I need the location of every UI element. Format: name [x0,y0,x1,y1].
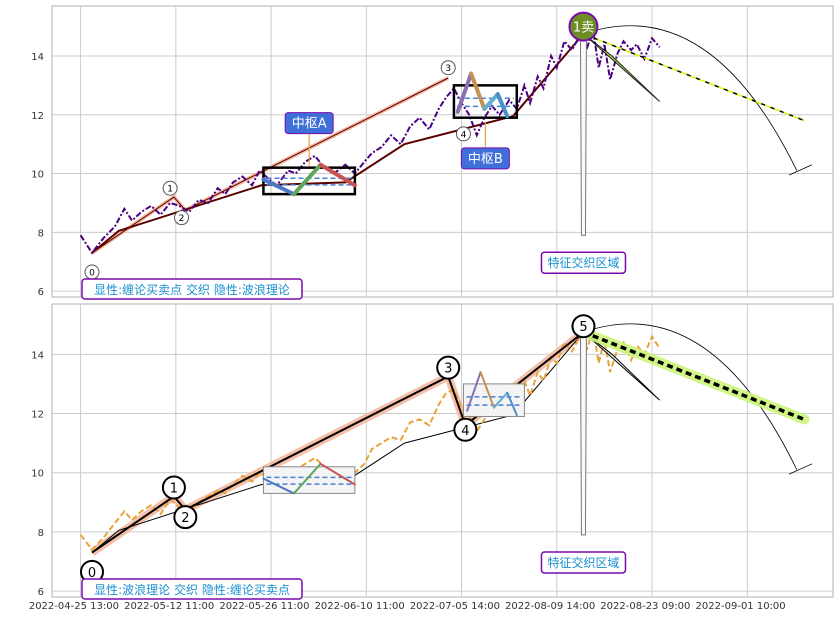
y-tick-label: 6 [38,587,44,598]
feature-label: 特征交织区域 [547,255,619,270]
wave-point-label: 2 [179,214,185,224]
y-tick-label: 12 [31,410,44,421]
legend-box [81,278,303,300]
zone-segment [292,462,322,495]
wave-point-label: 3 [444,362,452,377]
callout-box [460,147,510,170]
x-tick-label: 2022-05-12 11:00 [124,601,214,612]
feature-label: 特征交织区域 [547,555,619,570]
x-tick-label: 2022-09-01 10:00 [696,601,786,612]
zone-segment [479,371,495,409]
wave-point-label: 0 [89,269,95,279]
zone-segment [482,92,500,111]
wave-point-label: 1 [170,481,178,496]
forecast-arc [583,323,798,470]
x-tick-label: 2022-06-10 11:00 [315,601,405,612]
x-tick-label: 2022-08-23 09:00 [600,601,690,612]
wave-point-label: 2 [181,511,189,526]
y-tick-label: 10 [31,469,44,480]
zone-segment [291,162,323,197]
x-tick-label: 2022-05-26 11:00 [219,601,309,612]
forecast-arc-end [789,164,813,176]
callout-box [284,112,334,135]
pivot-zone-box [262,466,356,494]
wave-point-label: 5 [579,320,587,335]
forecast-arc-end [789,463,813,475]
feature-spike [579,34,587,236]
zone-segment [318,162,357,188]
forecast-wedge [583,331,661,401]
y-tick-label: 14 [31,52,44,63]
feature-label-box [540,551,627,574]
bottom-panel: 6 8 10 12 14 特征交织区域 0 12 3 4 5 显性:波浪理论 交织 隐性:缠论买卖点 [31,303,834,600]
legend-box [81,578,303,600]
zone-label: 中枢A [292,117,327,132]
wave-point-marker [162,180,178,196]
wave-point-label: 3 [445,64,451,74]
x-tick-label: 2022-07-05 14:00 [410,601,500,612]
wave-point-marker [161,475,186,500]
price-line [79,29,661,255]
feature-spike [579,333,587,536]
wave-point-label: 4 [461,424,469,439]
wave-point-marker [571,314,596,339]
wave-point-label: 0 [88,566,96,581]
zone-segment [319,462,356,486]
y-tick-label: 10 [31,170,44,181]
zone-segment [261,177,296,197]
zone-segment [492,391,509,409]
zone-segment [469,71,487,111]
forecast-arc [583,25,798,171]
zone-segment [466,371,482,412]
legend-text: 显性:波浪理论 交织 隐性:缠论买卖点 [94,582,290,597]
pivot-zone-box [452,84,519,119]
legend-text: 显性:缠论买卖点 交织 隐性:波浪理论 [94,282,290,297]
y-tick-label: 14 [31,350,44,361]
zone-segment [455,71,474,114]
wave-point-marker [173,505,198,530]
y-tick-label: 8 [38,528,44,539]
feature-label-box [540,251,627,274]
wave-point-label: 4 [461,130,467,140]
wave-point-label: 1 [167,185,173,195]
plot-frame [51,303,834,598]
price-line [79,327,661,552]
plot-frame [51,5,834,298]
x-axis: 2022-04-25 13:00 2022-05-12 11:00 2022-05-… [29,601,786,612]
wave-point-marker [453,417,478,442]
forecast-glow [578,327,810,425]
y-tick-label: 6 [38,287,44,298]
wave-point-marker [174,210,190,226]
zone-segment [506,391,518,416]
wave-point-marker [436,355,461,380]
x-tick-label: 2022-04-25 13:00 [29,601,119,612]
x-tick-label: 2022-08-09 14:00 [505,601,595,612]
trend-path [91,33,585,254]
forecast-dash-accent [583,33,805,122]
chan-stroke-upper [91,77,449,254]
zone-segment [262,477,295,495]
sell-signal-marker [568,11,599,42]
wave-point-marker [440,60,456,76]
y-tick-label: 12 [31,111,44,122]
y-tick-label: 8 [38,228,44,239]
wave-point-marker [455,126,471,142]
zone-label: 中枢B [468,152,503,167]
forecast-wedge [583,33,661,102]
zone-segment [495,92,510,119]
sell-signal-label: 1卖 [573,21,594,36]
